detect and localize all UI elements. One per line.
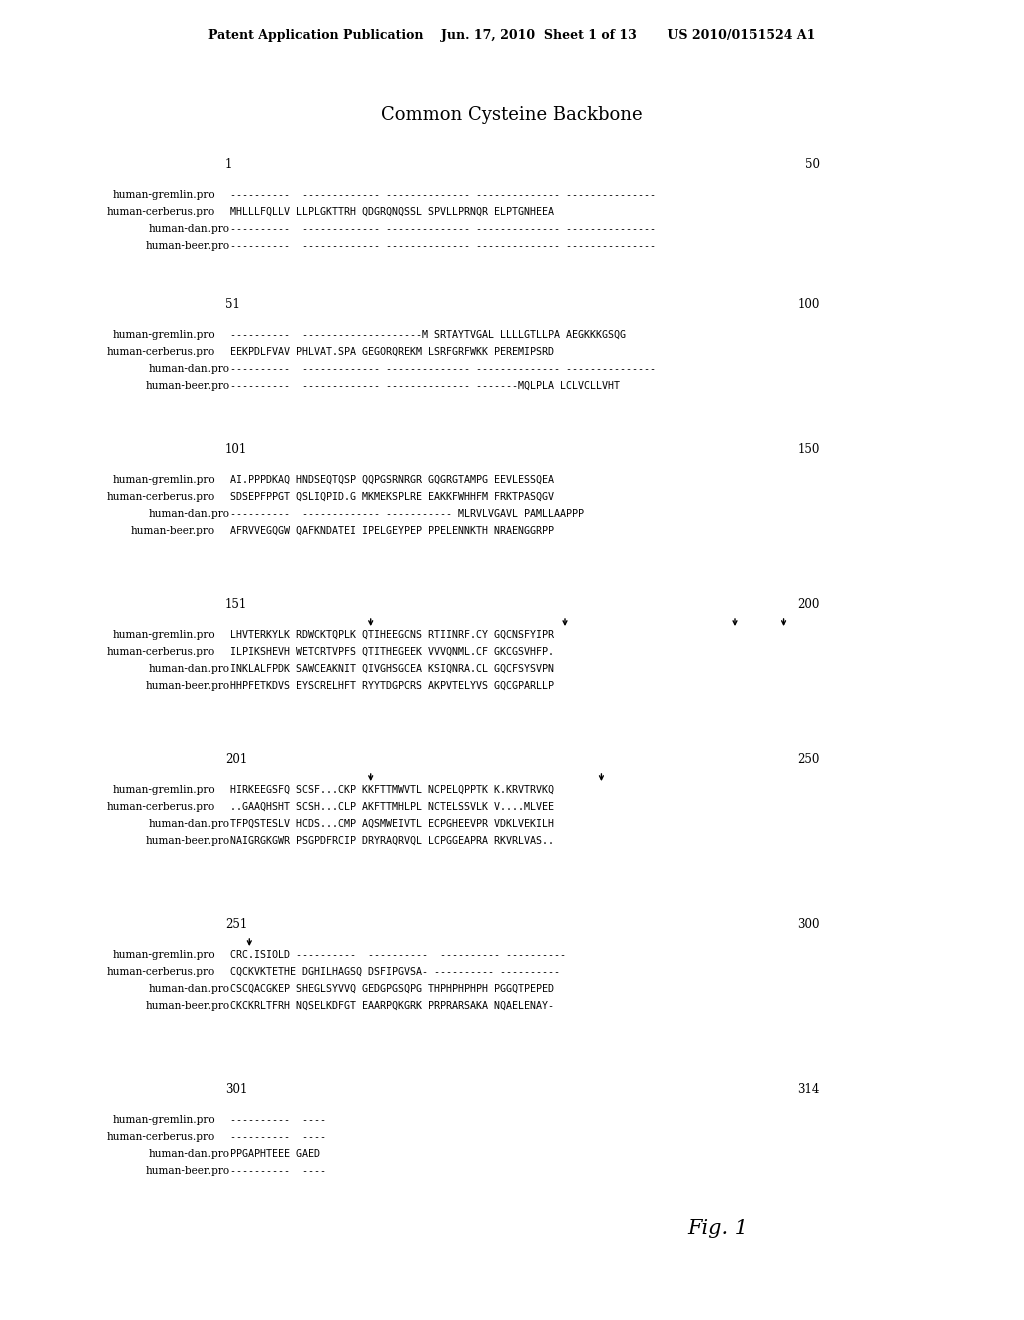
Text: human-dan.pro: human-dan.pro <box>150 224 230 234</box>
Text: human-cerberus.pro: human-cerberus.pro <box>106 347 215 356</box>
Text: 100: 100 <box>798 298 820 312</box>
Text: ----------  ------------- -------------- -------MQLPLA LCLVCLLVHT: ---------- ------------- -------------- … <box>230 381 620 391</box>
Text: human-beer.pro: human-beer.pro <box>145 1001 230 1011</box>
Text: ----------  ------------- -------------- -------------- ---------------: ---------- ------------- -------------- … <box>230 190 656 201</box>
Text: ----------  ------------- -------------- -------------- ---------------: ---------- ------------- -------------- … <box>230 364 656 374</box>
Text: human-beer.pro: human-beer.pro <box>131 525 215 536</box>
Text: human-gremlin.pro: human-gremlin.pro <box>113 630 215 640</box>
Text: human-gremlin.pro: human-gremlin.pro <box>113 785 215 795</box>
Text: ----------  ----: ---------- ---- <box>230 1115 326 1125</box>
Text: 200: 200 <box>798 598 820 611</box>
Text: human-dan.pro: human-dan.pro <box>150 983 230 994</box>
Text: human-dan.pro: human-dan.pro <box>150 510 230 519</box>
Text: ----------  --------------------M SRTAYTVGAL LLLLGTLLPA AEGKKKGSQG: ---------- --------------------M SRTAYTV… <box>230 330 626 341</box>
Text: 314: 314 <box>798 1082 820 1096</box>
Text: 301: 301 <box>225 1082 248 1096</box>
Text: 251: 251 <box>225 917 247 931</box>
Text: 101: 101 <box>225 444 247 455</box>
Text: ----------  ----: ---------- ---- <box>230 1166 326 1176</box>
Text: human-dan.pro: human-dan.pro <box>150 364 230 374</box>
Text: 250: 250 <box>798 752 820 766</box>
Text: 51: 51 <box>225 298 240 312</box>
Text: human-cerberus.pro: human-cerberus.pro <box>106 803 215 812</box>
Text: EEKPDLFVAV PHLVAT.SPA GEGORQREKM LSRFGRFWKK PEREMIPSRD: EEKPDLFVAV PHLVAT.SPA GEGORQREKM LSRFGRF… <box>230 347 554 356</box>
Text: 1: 1 <box>225 158 232 172</box>
Text: human-dan.pro: human-dan.pro <box>150 1148 230 1159</box>
Text: human-beer.pro: human-beer.pro <box>145 381 230 391</box>
Text: human-cerberus.pro: human-cerberus.pro <box>106 207 215 216</box>
Text: human-dan.pro: human-dan.pro <box>150 818 230 829</box>
Text: ----------  ----: ---------- ---- <box>230 1133 326 1142</box>
Text: PPGAPHTEEE GAED: PPGAPHTEEE GAED <box>230 1148 319 1159</box>
Text: human-gremlin.pro: human-gremlin.pro <box>113 190 215 201</box>
Text: SDSEPFPPGT QSLIQPID.G MKMEKSPLRE EAKKFWHHFM FRKTPASQGV: SDSEPFPPGT QSLIQPID.G MKMEKSPLRE EAKKFWH… <box>230 492 554 502</box>
Text: HHPFETKDVS EYSCRELHFT RYYTDGPCRS AKPVTELYVS GQCGPARLLP: HHPFETKDVS EYSCRELHFT RYYTDGPCRS AKPVTEL… <box>230 681 554 690</box>
Text: 150: 150 <box>798 444 820 455</box>
Text: human-beer.pro: human-beer.pro <box>145 681 230 690</box>
Text: human-beer.pro: human-beer.pro <box>145 1166 230 1176</box>
Text: ..GAAQHSHT SCSH...CLP AKFTTMHLPL NCTELSSVLK V....MLVEE: ..GAAQHSHT SCSH...CLP AKFTTMHLPL NCTELSS… <box>230 803 554 812</box>
Text: ----------  ------------- -------------- -------------- ---------------: ---------- ------------- -------------- … <box>230 242 656 251</box>
Text: human-beer.pro: human-beer.pro <box>145 836 230 846</box>
Text: HIRKEEGSFQ SCSF...CKP KKFTTMWVTL NCPELQPPTK K.KRVTRVKQ: HIRKEEGSFQ SCSF...CKP KKFTTMWVTL NCPELQP… <box>230 785 554 795</box>
Text: CKCKRLTFRH NQSELKDFGT EAARPQKGRK PRPRARSAKA NQAELENAY-: CKCKRLTFRH NQSELKDFGT EAARPQKGRK PRPRARS… <box>230 1001 554 1011</box>
Text: human-cerberus.pro: human-cerberus.pro <box>106 492 215 502</box>
Text: NAIGRGKGWR PSGPDFRCIP DRYRAQRVQL LCPGGEAPRA RKVRLVAS..: NAIGRGKGWR PSGPDFRCIP DRYRAQRVQL LCPGGEA… <box>230 836 554 846</box>
Text: Fig. 1: Fig. 1 <box>687 1218 749 1238</box>
Text: human-cerberus.pro: human-cerberus.pro <box>106 647 215 657</box>
Text: 50: 50 <box>805 158 820 172</box>
Text: 300: 300 <box>798 917 820 931</box>
Text: human-gremlin.pro: human-gremlin.pro <box>113 330 215 341</box>
Text: MHLLLFQLLV LLPLGKTTRH QDGRQNQSSL SPVLLPRNQR ELPTGNHEEA: MHLLLFQLLV LLPLGKTTRH QDGRQNQSSL SPVLLPR… <box>230 207 554 216</box>
Text: Common Cysteine Backbone: Common Cysteine Backbone <box>381 106 643 124</box>
Text: LHVTERKYLK RDWCKTQPLK QTIHEEGCNS RTIINRF.CY GQCNSFYIPR: LHVTERKYLK RDWCKTQPLK QTIHEEGCNS RTIINRF… <box>230 630 554 640</box>
Text: human-cerberus.pro: human-cerberus.pro <box>106 968 215 977</box>
Text: human-cerberus.pro: human-cerberus.pro <box>106 1133 215 1142</box>
Text: ----------  ------------- -------------- -------------- ---------------: ---------- ------------- -------------- … <box>230 224 656 234</box>
Text: human-beer.pro: human-beer.pro <box>145 242 230 251</box>
Text: ILPIKSHEVH WETCRTVPFS QTITHEGEEK VVVQNML.CF GKCGSVHFP.: ILPIKSHEVH WETCRTVPFS QTITHEGEEK VVVQNML… <box>230 647 554 657</box>
Text: INKLALFPDK SAWCEAKNIT QIVGHSGCEA KSIQNRA.CL GQCFSYSVPN: INKLALFPDK SAWCEAKNIT QIVGHSGCEA KSIQNRA… <box>230 664 554 675</box>
Text: AFRVVEGQGW QAFKNDATEI IPELGEYPEP PPELENNKTH NRAENGGRPP: AFRVVEGQGW QAFKNDATEI IPELGEYPEP PPELENN… <box>230 525 554 536</box>
Text: CRC.ISIOLD ----------  ----------  ---------- ----------: CRC.ISIOLD ---------- ---------- -------… <box>230 950 566 960</box>
Text: CSCQACGKEP SHEGLSYVVQ GEDGPGSQPG THPHPHPHPH PGGQTPEPED: CSCQACGKEP SHEGLSYVVQ GEDGPGSQPG THPHPHP… <box>230 983 554 994</box>
Text: 201: 201 <box>225 752 247 766</box>
Text: CQCKVKTETHE DGHILHAGSQ DSFIPGVSA- ---------- ----------: CQCKVKTETHE DGHILHAGSQ DSFIPGVSA- ------… <box>230 968 560 977</box>
Text: Patent Application Publication    Jun. 17, 2010  Sheet 1 of 13       US 2010/015: Patent Application Publication Jun. 17, … <box>208 29 816 41</box>
Text: human-gremlin.pro: human-gremlin.pro <box>113 950 215 960</box>
Text: 151: 151 <box>225 598 247 611</box>
Text: AI.PPPDKAQ HNDSEQTQSP QQPGSRNRGR GQGRGTAMPG EEVLESSQEA: AI.PPPDKAQ HNDSEQTQSP QQPGSRNRGR GQGRGTA… <box>230 475 554 484</box>
Text: human-dan.pro: human-dan.pro <box>150 664 230 675</box>
Text: human-gremlin.pro: human-gremlin.pro <box>113 1115 215 1125</box>
Text: human-gremlin.pro: human-gremlin.pro <box>113 475 215 484</box>
Text: ----------  ------------- ----------- MLRVLVGAVL PAMLLAAPPP: ---------- ------------- ----------- MLR… <box>230 510 584 519</box>
Text: TFPQSTESLV HCDS...CMP AQSMWEIVTL ECPGHEEVPR VDKLVEKILH: TFPQSTESLV HCDS...CMP AQSMWEIVTL ECPGHEE… <box>230 818 554 829</box>
